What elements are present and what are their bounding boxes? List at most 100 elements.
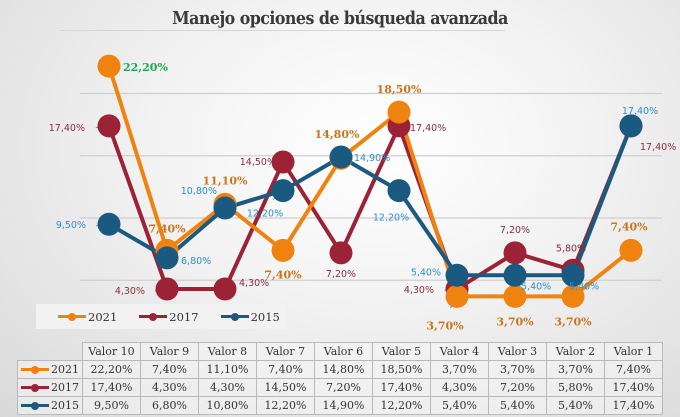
marker-2021-valor-4 <box>445 284 469 308</box>
data-label-2017: 7,20% <box>326 269 356 280</box>
data-label-2017: 5,80% <box>556 243 586 254</box>
table-cell: 3,70% <box>430 360 489 379</box>
table-cell: 5,40% <box>430 396 489 415</box>
table-cell: 5,40% <box>488 396 547 415</box>
data-label-2021: 3,70% <box>496 315 534 328</box>
marker-2015-valor-2 <box>561 263 585 287</box>
table-cell: 5,40% <box>546 396 605 415</box>
legend-item-2017[interactable]: 2017 <box>139 309 199 324</box>
legend-swatch-2017 <box>139 312 168 321</box>
data-label-2015: 12,20% <box>247 209 283 220</box>
row-series-name: 2017 <box>51 381 79 394</box>
table-header-cell: Valor 8 <box>198 342 257 361</box>
leader-lines <box>95 65 637 309</box>
table-cell: 9,50% <box>82 396 141 415</box>
data-label-2015: 5,40% <box>411 267 441 278</box>
data-label-2017: 4,30% <box>239 278 269 289</box>
data-label-2017: 4,30% <box>115 286 145 297</box>
marker-2021-valor-2 <box>561 284 585 308</box>
marker-2015-valor-8 <box>213 196 237 220</box>
table-header-cell: Valor 6 <box>314 342 373 361</box>
table-cell: 3,70% <box>488 360 547 379</box>
row-series-name: 2021 <box>51 363 79 376</box>
data-label-2015: 5,40% <box>521 281 551 292</box>
marker-2017-valor-7 <box>271 150 295 174</box>
data-label-2015: 5,40% <box>569 281 599 292</box>
markers <box>97 54 643 308</box>
series-line-2015 <box>107 125 633 278</box>
legend-label: 2017 <box>169 309 199 324</box>
marker-2021-valor-5 <box>387 100 411 124</box>
table-cell: 17,40% <box>82 378 141 397</box>
table-row-header: 2021 <box>17 360 83 379</box>
marker-2017-valor-3 <box>503 241 527 265</box>
legend-key-2021 <box>21 365 49 374</box>
table-cell: 4,30% <box>140 378 199 397</box>
table-row-header: 2015 <box>17 396 83 415</box>
table-header-cell: Valor 10 <box>82 342 141 361</box>
marker-2021-valor-3 <box>503 284 527 308</box>
table-cell: 22,20% <box>82 360 141 379</box>
data-label-2015: 14,90% <box>354 153 390 164</box>
data-label-2015: 9,50% <box>56 220 86 231</box>
legend-item-2015[interactable]: 2015 <box>220 309 280 324</box>
data-label-2015: 17,40% <box>622 106 658 117</box>
table-cell: 18,50% <box>372 360 431 379</box>
table-header-cell: Valor 1 <box>604 342 663 361</box>
table-cell: 3,70% <box>546 360 605 379</box>
table-row-header: 2017 <box>17 378 83 397</box>
data-label-2015: 6,80% <box>181 256 211 267</box>
table-cell: 7,40% <box>604 360 663 379</box>
marker-2015-valor-4 <box>445 263 469 287</box>
legend: 2021 2017 2015 <box>36 304 286 329</box>
marker-2015-valor-3 <box>503 263 527 287</box>
data-label-2021: 3,70% <box>554 315 592 328</box>
data-label-2021: 3,70% <box>426 319 464 332</box>
marker-2015-valor-1 <box>619 114 643 138</box>
marker-2017-valor-10 <box>97 114 121 138</box>
data-label-2021: 18,50% <box>377 83 422 96</box>
series-line-2017 <box>107 123 633 291</box>
data-labels: 22,20% 7,40% 11,10% 7,40% 14,80% 18,50% 3,70% 3… <box>49 61 676 332</box>
table-cell: 17,40% <box>604 396 663 415</box>
marker-2017-valor-9 <box>155 277 179 301</box>
series-lines <box>107 65 633 299</box>
chart-title: Manejo opciones de búsqueda avanzada <box>172 8 508 29</box>
table-cell: 12,20% <box>372 396 431 415</box>
plot-area: 22,20% 7,40% 11,10% 7,40% 14,80% 18,50% 3,70% 3… <box>49 54 676 332</box>
table-cell: 6,80% <box>140 396 199 415</box>
table-cell: 7,20% <box>314 378 373 397</box>
data-label-2021: 7,40% <box>610 220 648 233</box>
legend-item-2021[interactable]: 2021 <box>58 310 117 324</box>
data-label-2021: 22,20% <box>123 61 168 74</box>
legend-label: 2015 <box>250 309 280 324</box>
table-cell: 11,10% <box>198 360 257 379</box>
table-corner <box>18 343 83 361</box>
legend-label: 2021 <box>88 309 118 324</box>
table-cell: 4,30% <box>198 378 257 397</box>
data-label-2017: 4,30% <box>404 285 434 296</box>
data-label-2017: 17,40% <box>640 142 676 153</box>
table-cell: 10,80% <box>198 396 257 415</box>
data-label-2021: 7,40% <box>264 268 302 281</box>
data-label-2017: 7,20% <box>500 225 530 236</box>
data-table: Valor 10 Valor 9 Valor 8 Valor 7 Valor 6 Valo… <box>17 342 663 415</box>
table-cell: 5,80% <box>546 378 605 397</box>
table-cell: 17,40% <box>604 378 663 397</box>
marker-2017-valor-6 <box>329 241 353 265</box>
legend-swatch-2015 <box>220 312 249 321</box>
marker-2015-valor-10 <box>97 212 121 236</box>
table-header-row: Valor 10 Valor 9 Valor 8 Valor 7 Valor 6 Valo… <box>18 342 663 361</box>
marker-2021-valor-7 <box>271 238 295 262</box>
table-cell: 14,80% <box>314 360 373 379</box>
table-cell: 14,90% <box>314 396 373 415</box>
table-header-cell: Valor 4 <box>430 342 489 361</box>
table-row: 2017 17,40% 4,30% 4,30% 14,50% 7,20% 17,40% 4,3… <box>17 378 663 397</box>
table-header-cell: Valor 7 <box>256 342 315 361</box>
data-label-2015: 10,80% <box>181 186 217 197</box>
data-label-2021: 14,80% <box>315 128 360 141</box>
table-header-cell: Valor 2 <box>546 342 605 361</box>
data-label-2017: 17,40% <box>49 123 85 134</box>
legend-swatch-2021 <box>58 312 86 321</box>
table-cell: 17,40% <box>372 378 431 397</box>
